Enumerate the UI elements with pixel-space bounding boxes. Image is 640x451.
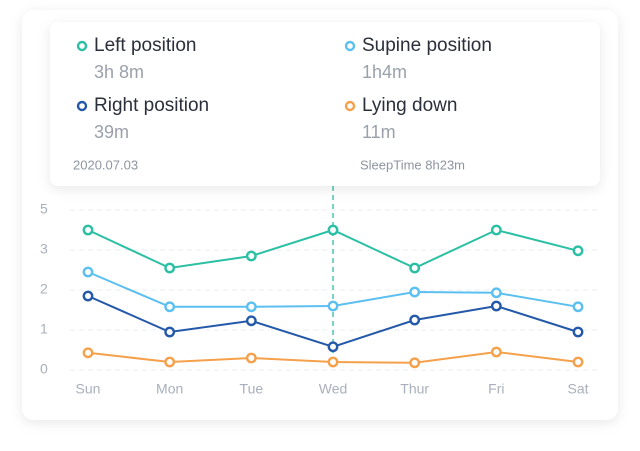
x-tick-label: Wed (319, 381, 348, 397)
plot: 0 1 2 3 5 Sun Mon Tue Wed Thur Fri Sat (40, 186, 600, 397)
legend-marker (76, 40, 88, 52)
legend-label: Lying down (362, 95, 457, 116)
y-tick-label: 2 (40, 281, 48, 297)
legend-marker (344, 100, 356, 112)
data-point (409, 314, 421, 326)
tooltip-value: 3h 8m (94, 62, 144, 82)
data-point (490, 224, 502, 236)
data-point (164, 356, 176, 368)
data-point (327, 224, 339, 236)
data-point (164, 301, 176, 313)
data-point (572, 356, 584, 368)
x-tick-label: Mon (156, 381, 183, 397)
data-point (327, 300, 339, 312)
data-point (82, 224, 94, 236)
y-tick-label: 5 (40, 201, 48, 217)
legend-label: Right position (94, 95, 209, 116)
legend-label: Left position (94, 35, 196, 56)
tooltip-value: 39m (94, 122, 129, 142)
tooltip-total: SleepTime 8h23m (360, 157, 465, 172)
x-tick-label: Sat (568, 381, 589, 397)
data-point (572, 301, 584, 313)
data-point (164, 262, 176, 274)
y-tick-label: 1 (40, 321, 48, 337)
data-point (409, 286, 421, 298)
data-point (490, 300, 502, 312)
data-point (490, 346, 502, 358)
data-point (572, 245, 584, 257)
x-tick-label: Fri (488, 381, 504, 397)
tooltip-date: 2020.07.03 (73, 157, 138, 172)
tooltip-box (50, 22, 600, 186)
data-point (245, 315, 257, 327)
tooltip: 2020.07.03 SleepTime 8h23m Left position… (50, 22, 600, 186)
data-point (327, 356, 339, 368)
data-point (82, 290, 94, 302)
data-point (164, 326, 176, 338)
data-point (245, 301, 257, 313)
legend-marker (76, 100, 88, 112)
x-tick-label: Tue (240, 381, 264, 397)
data-point (572, 326, 584, 338)
x-tick-label: Sun (76, 381, 101, 397)
data-point (409, 357, 421, 369)
tooltip-value: 11m (362, 122, 396, 142)
y-tick-label: 3 (40, 241, 48, 257)
legend-marker (344, 40, 356, 52)
data-point (327, 341, 339, 353)
tooltip-value: 1h4m (362, 62, 407, 82)
y-tick-label: 0 (40, 361, 48, 377)
legend-label: Supine position (362, 35, 492, 56)
x-tick-label: Thur (400, 381, 429, 397)
data-point (82, 266, 94, 278)
data-point (490, 287, 502, 299)
data-point (409, 262, 421, 274)
data-point (245, 352, 257, 364)
data-point (82, 347, 94, 359)
data-point (245, 250, 257, 262)
